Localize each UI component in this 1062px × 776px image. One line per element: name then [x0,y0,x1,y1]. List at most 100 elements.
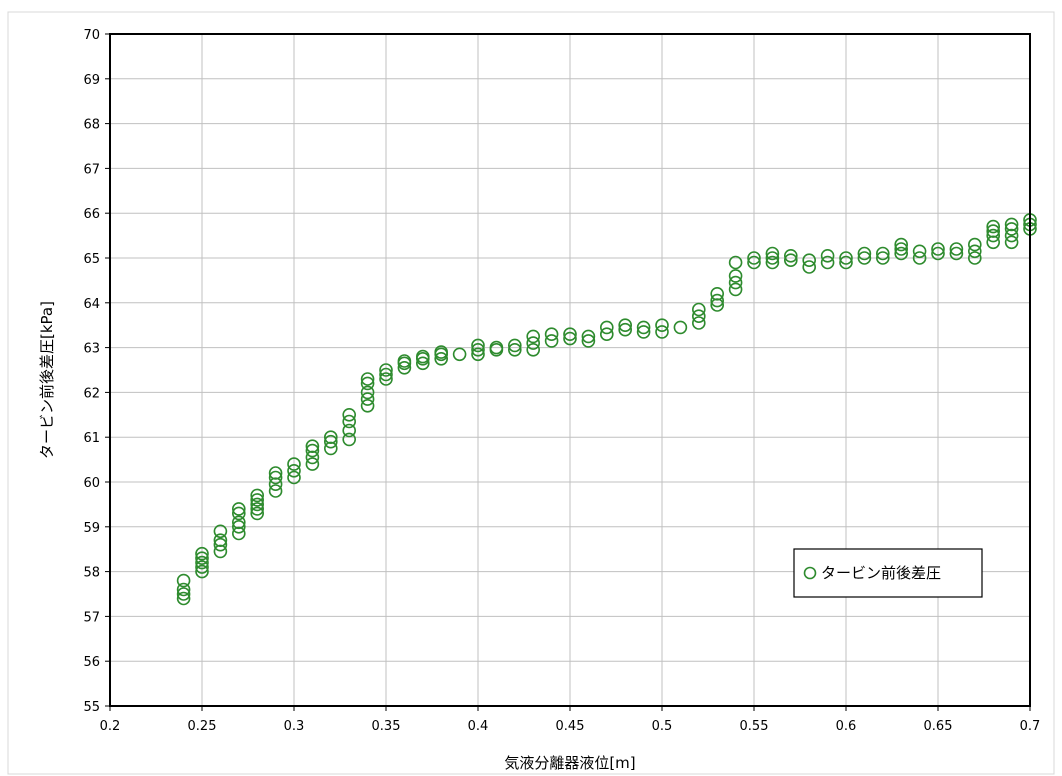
y-tick-label: 69 [83,73,100,88]
data-point [894,246,909,261]
data-point [397,360,412,375]
data-point [563,327,577,342]
x-tick-label: 0.45 [556,719,585,734]
data-point [323,434,338,449]
y-tick-label: 58 [83,566,100,581]
x-tick-label: 0.3 [284,719,305,734]
data-point [747,251,761,265]
data-point [305,439,320,454]
y-tick-label: 56 [83,655,100,670]
data-point [268,470,283,485]
data-point [397,354,412,368]
data-point [636,325,651,339]
data-point [599,327,614,342]
data-point [213,524,228,539]
y-tick-label: 64 [83,297,100,312]
data-point [636,320,651,335]
data-point [250,506,265,521]
data-point [434,351,449,366]
data-point [857,251,872,265]
data-point [360,376,375,391]
x-tick-label: 0.2 [100,719,121,734]
x-tick-label: 0.25 [188,719,217,734]
y-tick-label: 55 [83,700,100,715]
y-tick-label: 59 [83,521,100,536]
data-point [912,251,927,265]
data-point [544,334,559,348]
data-point [544,327,559,342]
data-point [710,293,725,308]
data-point [691,302,706,317]
data-point [232,502,246,516]
legend-label: タービン前後差圧 [821,564,941,582]
y-tick-label: 65 [83,252,100,267]
y-tick-label: 62 [83,386,100,401]
data-point [581,329,596,344]
outer-frame [7,11,1055,775]
data-point [783,249,798,263]
legend-box [793,548,983,598]
x-axis-ticks: 0.2 0.25 0.3 0.35 0.4 0.45 0.5 0.55 0.6 0.65 0.7 [100,706,1041,734]
data-point [967,237,982,252]
data-point [765,255,780,270]
x-tick-label: 0.7 [1020,719,1041,734]
data-point [839,255,853,270]
data-point [213,533,228,548]
y-tick-label: 66 [83,207,100,222]
data-point [213,537,228,552]
data-point [471,338,485,353]
data-point [176,582,191,597]
data-point [986,219,1001,234]
data-point [820,249,835,263]
data-point [268,484,283,498]
y-tick-label: 61 [83,431,100,446]
data-point [360,385,375,400]
data-point [894,237,909,252]
data-point [250,502,265,516]
data-point [360,398,375,413]
y-tick-label: 67 [83,162,100,177]
data-point [434,345,449,359]
data-point [931,246,945,261]
data-point [526,336,541,350]
data-point [323,441,338,456]
data-point [875,246,890,261]
data-point [268,466,283,480]
data-point [949,242,964,256]
data-point [1004,222,1019,236]
data-point [967,244,982,259]
data-point [250,497,265,512]
data-point [618,318,633,333]
y-tick-label: 70 [83,28,100,43]
x-axis-label: 気液分離器液位[m] [504,754,635,772]
x-tick-label: 0.6 [836,719,857,734]
data-point [728,275,743,290]
data-point [176,587,191,601]
data-point [195,560,209,574]
data-point [379,363,393,377]
y-tick-label: 63 [83,342,100,357]
data-point [360,392,375,406]
y-axis-label: タービン前後差圧[kPa] [38,301,56,459]
data-point [728,269,743,283]
data-point [323,430,338,445]
data-point [857,246,872,261]
data-point [176,573,191,588]
data-point [986,228,1001,243]
data-point [342,407,357,422]
data-point [232,515,246,530]
data-point [489,340,504,355]
series-points [176,213,1037,606]
data-point [986,224,1001,238]
y-axis-ticks: 55 56 57 58 59 60 61 62 63 64 65 66 67 68 69 70 [83,28,110,715]
data-point [710,286,725,301]
data-point [581,334,596,348]
data-point [250,488,265,503]
data-point [379,367,393,382]
data-point [452,347,467,362]
data-point [507,342,522,357]
x-tick-label: 0.5 [652,719,673,734]
x-tick-label: 0.35 [372,719,401,734]
